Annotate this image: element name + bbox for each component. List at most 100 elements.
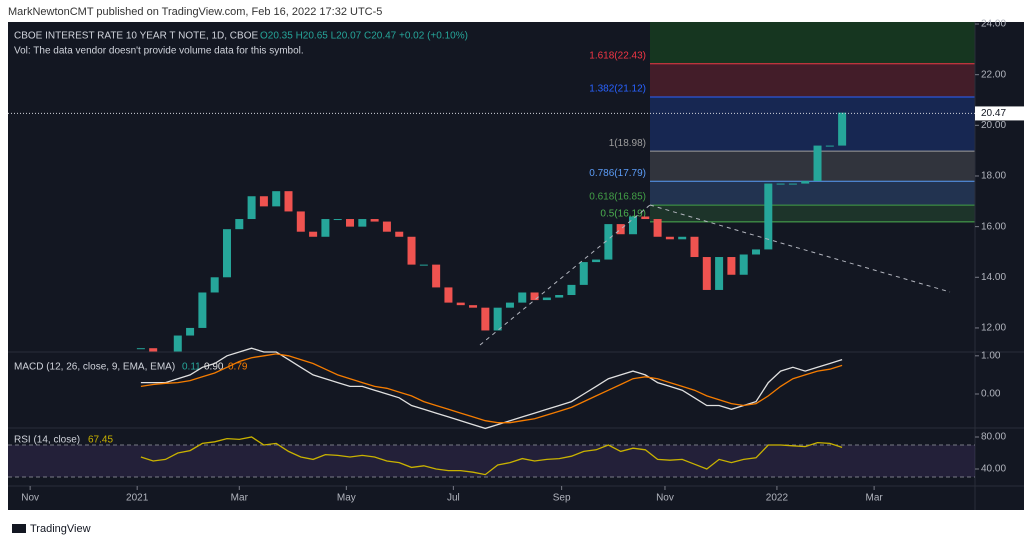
candle [518,292,527,303]
y-tick-label: 22.00 [981,69,1006,80]
candle [579,262,588,285]
footer: TradingView [30,523,91,535]
x-tick-label: 2022 [766,493,789,504]
candle [358,219,367,227]
macd-reading: 0.11 [182,362,201,373]
chart-bg [8,22,975,510]
candle [690,236,699,258]
macd-reading: 0.79 [228,362,248,373]
candle [222,229,231,278]
candle [432,264,441,288]
candle [309,231,318,237]
indicator-line [140,347,843,430]
fib-band [650,63,975,97]
y-tick-label: 24.00 [981,19,1006,30]
last-price: 20.47 [981,108,1006,119]
fib-band [650,205,975,222]
y-tick-label: 12.00 [981,323,1006,334]
candle [641,216,650,220]
fib-band [650,96,975,152]
candle [456,302,465,306]
candle [567,284,576,296]
fib-label: 1.618(22.43) [589,50,646,61]
x-tick-label: Mar [231,493,249,504]
macd-reading: 0.90 [204,362,224,373]
candle [186,327,195,336]
candle [727,257,736,275]
fib-band [650,181,975,206]
fib-label: 0.618(16.85) [589,192,646,203]
fib-label: 1(18.98) [609,138,646,149]
candle [419,264,428,266]
macd-label: MACD (12, 26, close, 9, EMA, EMA) [14,362,175,373]
candle [653,219,662,237]
y-tick-label: 16.00 [981,221,1006,232]
x-tick-label: Nov [21,493,39,504]
x-tick-label: Sep [553,493,571,504]
y-tick-label: 1.00 [981,350,1001,361]
candle [333,219,342,221]
candle [628,216,637,235]
candle [604,224,613,260]
candle [702,257,711,290]
last-price-box [975,106,1024,121]
fib-label: 1.382(21.12) [589,84,646,95]
candle [493,307,502,331]
rsi-band [8,445,975,477]
candle [592,259,601,263]
y-tick-label: 18.00 [981,171,1006,182]
candle [173,335,182,352]
candle [530,292,539,301]
candle [505,302,514,308]
logo [12,524,26,533]
candle [284,191,293,212]
fib-band [650,22,975,64]
volume-note: Vol: The data vendor doesn't provide vol… [14,46,304,57]
candle [788,183,797,185]
x-tick-label: Mar [865,493,883,504]
candle [210,277,219,293]
candle [444,287,453,303]
candle [346,219,355,227]
candle [678,236,687,240]
symbol-title: CBOE INTEREST RATE 10 YEAR T NOTE, 1D, C… [14,31,258,42]
y-tick-label: 14.00 [981,272,1006,283]
fib-band [650,151,975,182]
axis-bg [975,22,1024,510]
candle [752,249,761,255]
fib-label: 0.786(17.79) [589,168,646,179]
candle [382,221,391,232]
candle [198,292,207,328]
indicator-line [140,353,843,424]
candle [395,231,404,237]
ohlc: O20.35 H20.65 L20.07 C20.47 +0.02 (+0.10… [260,31,468,42]
candle [838,112,847,146]
candle [481,307,490,331]
candle [739,254,748,275]
x-tick-label: Jul [447,493,460,504]
candle [776,183,785,185]
x-tick-label: 2021 [126,493,149,504]
y-tick-label: 80.00 [981,432,1006,443]
candle [665,236,674,240]
candle [616,224,625,235]
fib-label: 0.5(16.19) [600,208,646,219]
candle [136,348,145,350]
y-tick-label: 40.00 [981,464,1006,475]
candle [296,211,305,232]
rsi-label: RSI (14, close) [14,435,80,446]
candle [272,191,281,207]
candle [235,219,244,230]
y-tick-label: 0.00 [981,389,1001,400]
rsi-reading: 67.45 [88,435,113,446]
candle [469,305,478,308]
indicator-line [140,436,843,476]
x-tick-label: Nov [656,493,674,504]
candle [247,196,256,220]
candle [259,196,268,207]
candle [555,295,564,298]
y-tick-label: 20.00 [981,120,1006,131]
candle [764,183,773,250]
candle [813,145,822,182]
